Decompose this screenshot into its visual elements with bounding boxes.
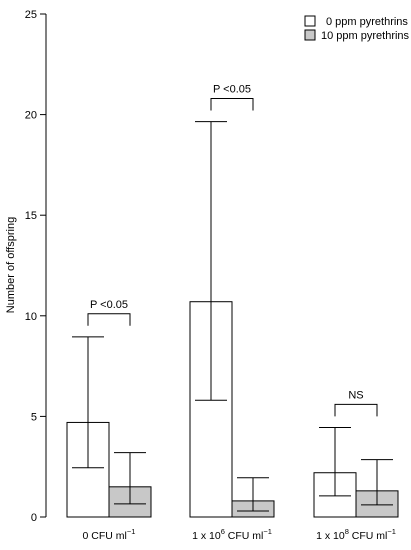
x-category-labels: 0 CFU ml−1 1 x 106 CFU ml−1 1 x 108 CFU ml… — [83, 527, 396, 542]
bars — [66, 301, 399, 518]
y-axis: 0 5 10 15 20 25 — [25, 9, 47, 524]
legend-label: 10 ppm pyrethrins — [321, 30, 410, 42]
y-tick-label: 25 — [25, 9, 37, 21]
y-tick-label: 0 — [31, 512, 37, 524]
y-tick-label: 5 — [31, 411, 37, 423]
significance-label: NS — [348, 389, 363, 401]
y-tick-label: 15 — [25, 210, 37, 222]
significance-bracket — [210, 98, 254, 111]
x-category-label: 1 x 106 CFU ml−1 — [192, 527, 272, 542]
significance-bracket — [334, 403, 378, 417]
legend-label: 0 ppm pyrethrins — [326, 16, 408, 28]
legend: 0 ppm pyrethrins 10 ppm pyrethrins — [304, 15, 410, 42]
significance-bracket — [87, 313, 131, 326]
x-category-label: 1 x 108 CFU ml−1 — [316, 527, 396, 542]
y-tick-label: 10 — [25, 311, 37, 323]
significance-label: P <0.05 — [213, 84, 251, 96]
significance-brackets: P <0.05 P <0.05 NS — [87, 84, 378, 417]
error-bars — [72, 121, 393, 512]
significance-label: P <0.05 — [90, 299, 128, 311]
legend-swatch — [304, 29, 316, 41]
y-tick-label: 20 — [25, 110, 37, 122]
legend-swatch — [304, 15, 316, 27]
y-axis-label: Number of offspring — [5, 217, 17, 313]
x-category-label: 0 CFU ml−1 — [83, 527, 136, 542]
